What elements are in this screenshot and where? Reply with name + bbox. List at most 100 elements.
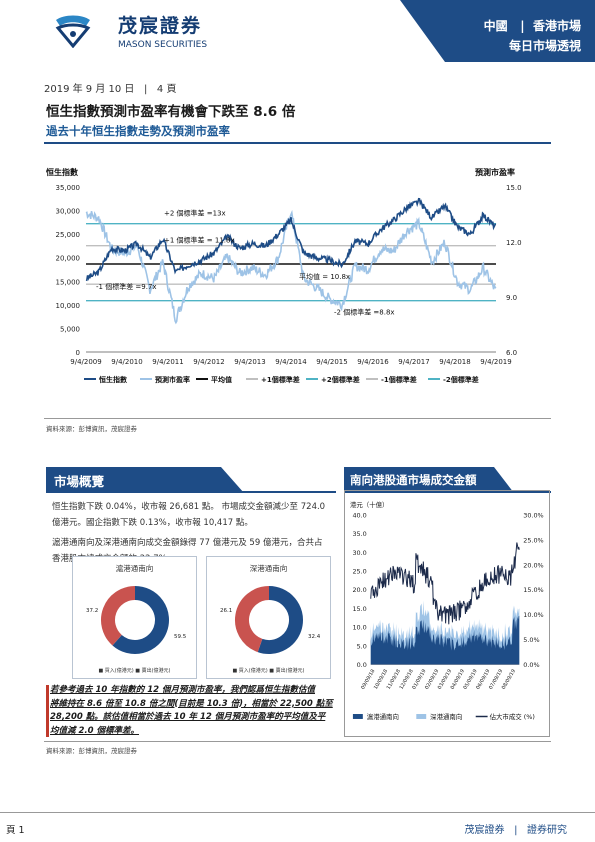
minus-1-sd-annotation: -1 個標準差 =9.7x (96, 282, 157, 291)
left-tick-label: 25,000 (56, 231, 81, 239)
page-title: 恒生指數預測市盈率有機會下跌至 8.6 倍 (46, 104, 296, 120)
note-line: 28,200 點。該估值相當於過去 10 年 12 個月預測市盈率的平均值及平 (50, 712, 326, 722)
donut-buy-slice (112, 586, 169, 654)
market-overview-title: 市場概覽 (54, 474, 105, 489)
footer-page-label: 頁 1 (6, 825, 25, 836)
southbound-right-tick: 0.0% (523, 661, 539, 669)
southbound-left-tick: 30.0 (352, 549, 366, 557)
southbound-turnover-chart: 港元（十億） 40.0 35.0 30.0 25.0 20.0 15.0 10.0 5.0 0.0… (344, 490, 550, 737)
southbound-left-tick: 5.0 (357, 642, 367, 650)
hsi-pe-chart: 恒生指數 預測市盈率35,00030,00025,00020,00015,0001… (46, 167, 522, 384)
sz-southbound-donut-card: 深港通南向 32.4 26.1 ■ 買入(億港元) ■ 賣出(億港元) (206, 556, 331, 679)
left-tick-label: 10,000 (56, 302, 81, 310)
source-divider (44, 418, 551, 419)
logo-english-name: MASON SECURITIES (118, 40, 208, 50)
left-tick-label: 5,000 (60, 325, 80, 333)
southbound-legend-swatch (416, 714, 427, 719)
x-tick-label: 9/4/2012 (193, 358, 224, 366)
header-separator: | (511, 19, 529, 33)
southbound-legend-label: 佔大市成交 (%) (490, 712, 535, 721)
left-tick-label: 0 (76, 349, 80, 357)
mean-annotation: 平均值 = 10.8x (299, 272, 350, 281)
left-tick-label: 15,000 (56, 278, 81, 286)
right-tick-label: 12.0 (506, 239, 522, 247)
donut-buy-label: 59.5 (174, 634, 187, 640)
left-tick-label: 30,000 (56, 208, 81, 216)
southbound-header (344, 467, 551, 493)
left-tick-label: 20,000 (56, 255, 81, 263)
report-date: 2019 年 9 月 10 日 (44, 84, 135, 95)
header-report-type: 每日市場透視 (508, 39, 581, 53)
southbound-right-tick: 10.0% (523, 611, 543, 619)
sh-southbound-donut: 59.5 37.2 (86, 586, 187, 654)
note-line: 若參考過去 10 年指數的 12 個月預測市盈率，我們認爲恒生指數估值 (50, 685, 315, 695)
right-tick-label: 15.0 (506, 184, 522, 192)
title-divider (44, 142, 551, 144)
logo-icon (55, 15, 91, 48)
sh-southbound-area (370, 615, 520, 665)
header-region-market: 中國 | 香港市場 (484, 17, 581, 34)
donut-buy-label: 32.4 (308, 634, 321, 640)
donut-title: 深港通南向 (249, 564, 288, 573)
footer-separator: | (507, 825, 524, 836)
southbound-legend-label: 滬港通南向 (367, 712, 399, 721)
header-band (400, 0, 595, 62)
note-accent-bar (46, 685, 49, 737)
x-tick-label: 9/4/2013 (234, 358, 265, 366)
legend-label: +2個標準差 (321, 375, 360, 384)
sh-southbound-donut-card: 滬港通南向 59.5 37.2 ■ 買入(億港元) ■ 賣出(億港元) (72, 556, 197, 679)
valuation-note: 若參考過去 10 年指數的 12 個月預測市盈率，我們認爲恒生指數估值 將維持在… (50, 684, 336, 738)
donut-title: 滬港通南向 (115, 564, 154, 573)
southbound-right-tick: 25.0% (523, 536, 543, 544)
donut-legend: ■ 買入(億港元) ■ 賣出(億港元) (98, 668, 171, 674)
legend-label: 平均值 (211, 375, 232, 384)
southbound-summary-line: 滬港通南向及深港通南向成交金額錄得 77 億港元及 59 億港元，合共占 (52, 538, 323, 548)
x-tick-label: 9/4/2017 (398, 358, 429, 366)
bottom-source-divider (44, 741, 551, 742)
plus-1-sd-annotation: +1 個標準差 = 11.8x (164, 236, 235, 245)
meta-separator: | (137, 84, 154, 95)
legend-label: -1個標準差 (381, 375, 417, 384)
southbound-legend-swatch (352, 714, 363, 719)
chart-subtitle: 過去十年恒生指數走勢及預測市盈率 (46, 124, 230, 138)
southbound-title: 南向港股通市場成交金額 (350, 473, 477, 487)
hsi-series (85, 197, 497, 282)
market-summary-line: 恒生指數下跌 0.04%，收市報 26,681 點。 市場成交金額減少至 724… (52, 502, 326, 512)
donut-sell-slice (235, 586, 270, 653)
chart-source: 資料來源：彭博資訊，茂宸證券 (46, 425, 137, 433)
southbound-left-tick: 10.0 (352, 624, 366, 632)
sz-southbound-donut: 32.4 26.1 (220, 586, 321, 654)
x-tick-label: 9/4/2015 (316, 358, 347, 366)
southbound-right-tick: 30.0% (523, 511, 543, 519)
southbound-legend-label: 深港通南向 (430, 712, 462, 721)
x-tick-label: 9/4/2018 (439, 358, 470, 366)
x-tick-label: 9/4/2014 (275, 358, 307, 366)
southbound-right-tick: 15.0% (523, 586, 543, 594)
southbound-left-tick: 20.0 (352, 586, 366, 594)
note-line: 均值減 2.0 個標準差。 (50, 725, 139, 736)
report-meta: 2019 年 9 月 10 日 | 4 頁 (44, 80, 176, 95)
southbound-left-tick: 40.0 (352, 511, 366, 519)
legend-label: 恒生指數 (98, 375, 127, 384)
header-market: 香港市場 (532, 19, 581, 33)
footer-divider (0, 812, 595, 813)
x-tick-label: 9/4/2019 (480, 358, 511, 366)
x-tick-label: 9/4/2009 (70, 358, 101, 366)
pe-ratio-series (85, 209, 497, 325)
note-line: 將維持在 8.6 倍至 10.8 倍之間(目前是 10.3 倍)，相當於 22,… (50, 698, 333, 709)
donut-buy-slice (257, 586, 303, 654)
southbound-left-tick: 0.0 (357, 661, 367, 669)
x-tick-label: 9/4/2016 (357, 358, 389, 366)
bottom-source: 資料來源：彭博資訊，茂宸證券 (46, 747, 137, 755)
donut-sell-label: 26.1 (220, 608, 232, 614)
plus-2-sd-annotation: +2 個標準差 =13x (164, 209, 226, 218)
southbound-left-axis-title: 港元（十億） (350, 500, 389, 509)
right-tick-label: 6.0 (506, 349, 517, 357)
left-tick-label: 35,000 (56, 184, 81, 192)
southbound-right-tick: 20.0% (523, 561, 543, 569)
market-overview-header (46, 467, 336, 493)
donut-legend: ■ 買入(億港元) ■ 賣出(億港元) (232, 668, 305, 674)
page-count: 4 頁 (156, 84, 177, 95)
donut-sell-slice (101, 586, 136, 646)
header-region: 中國 (483, 19, 508, 33)
